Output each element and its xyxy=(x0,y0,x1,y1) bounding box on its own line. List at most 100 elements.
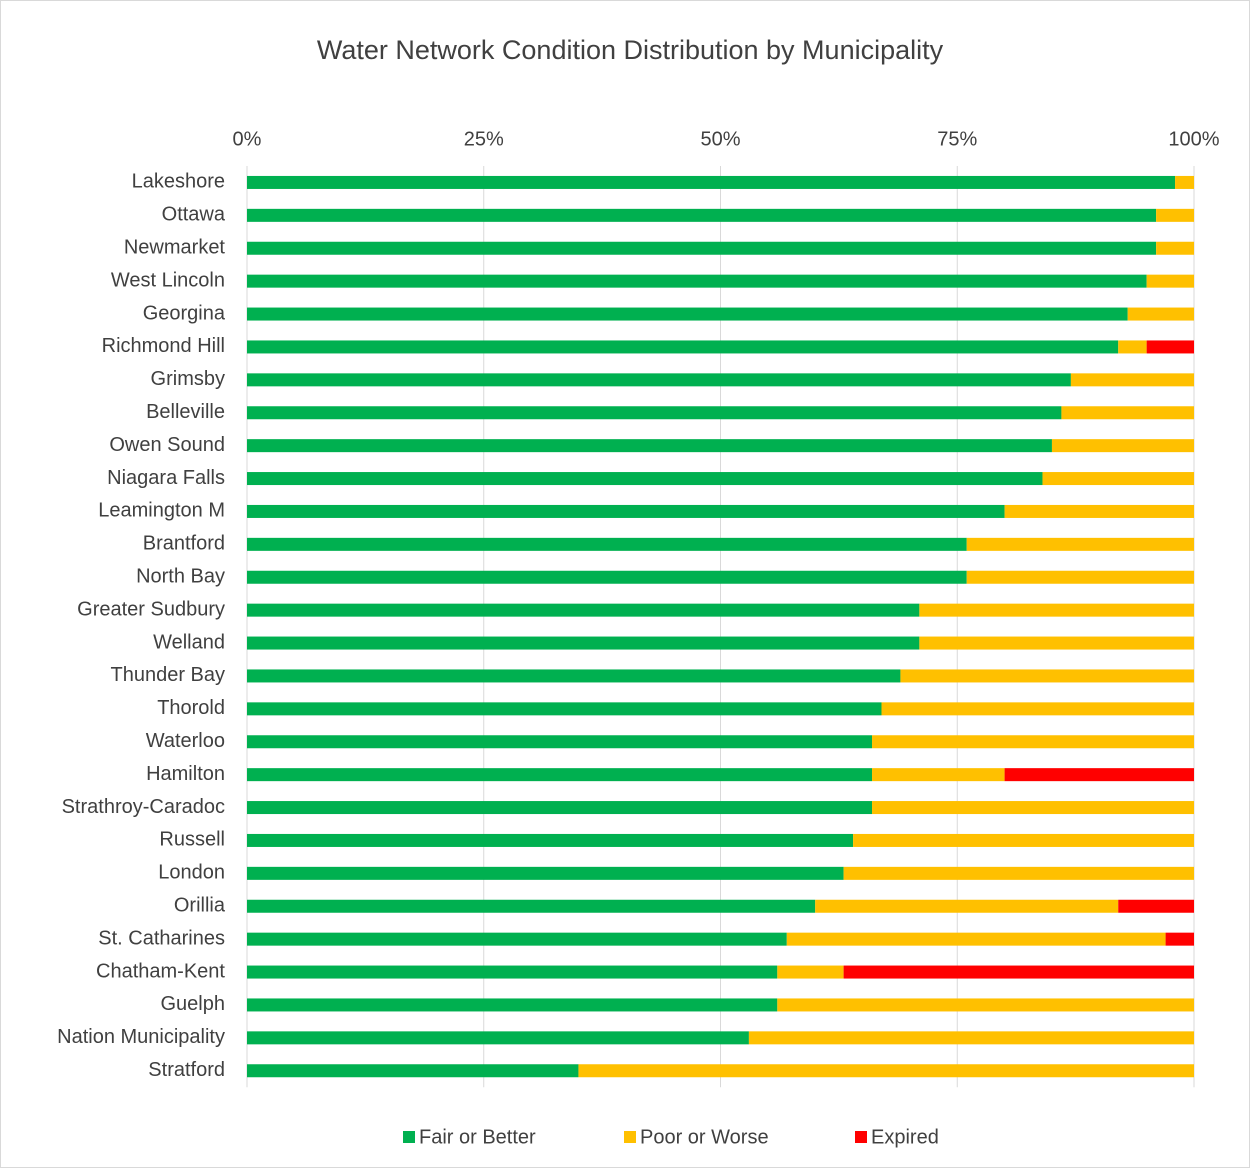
bar-segment xyxy=(1127,307,1194,321)
bar-segment xyxy=(247,307,1128,321)
bar-segment xyxy=(1156,208,1194,222)
bar-segment xyxy=(843,965,1194,979)
bar-segment xyxy=(247,406,1062,420)
legend-swatch xyxy=(855,1131,867,1143)
y-tick-label: Stratford xyxy=(148,1059,225,1081)
bar-segment xyxy=(247,636,920,650)
bar-segment xyxy=(247,702,882,716)
y-tick-label: Richmond Hill xyxy=(102,335,225,357)
x-tick-label: 25% xyxy=(464,128,504,150)
bar-segment xyxy=(578,1064,1194,1078)
y-tick-label: North Bay xyxy=(136,566,225,588)
bar-segment xyxy=(1061,406,1194,420)
y-tick-label: Niagara Falls xyxy=(107,467,225,489)
bar-segment xyxy=(247,241,1157,255)
y-tick-label: Waterloo xyxy=(146,730,225,752)
bar-segment xyxy=(1004,768,1194,782)
bar-segment xyxy=(247,537,967,551)
y-tick-label: Grimsby xyxy=(151,368,225,390)
y-tick-label: Ottawa xyxy=(162,204,226,226)
bar-segment xyxy=(1156,241,1194,255)
bar-segment xyxy=(872,768,1005,782)
bar-segment xyxy=(853,833,1194,847)
bar-segment xyxy=(900,669,1194,683)
y-tick-label: Welland xyxy=(153,631,225,653)
bar-segment xyxy=(966,570,1194,584)
bar-segment xyxy=(247,801,873,815)
legend-swatch xyxy=(624,1131,636,1143)
y-tick-label: Chatham-Kent xyxy=(96,960,225,982)
y-tick-label: Owen Sound xyxy=(109,434,225,456)
bar-segment xyxy=(1118,340,1147,354)
bar-segment xyxy=(247,768,873,782)
bar-segment xyxy=(247,570,967,584)
bar-segment xyxy=(919,603,1194,617)
legend-label: Poor or Worse xyxy=(640,1126,769,1148)
y-tick-label: Greater Sudbury xyxy=(77,598,225,620)
bar-segment xyxy=(247,669,901,683)
legend-swatch xyxy=(403,1131,415,1143)
bar-segment xyxy=(786,932,1166,946)
bar-segment xyxy=(247,603,920,617)
y-tick-label: Lakeshore xyxy=(132,171,225,193)
bar-segment xyxy=(843,866,1194,880)
bar-segment xyxy=(247,439,1052,453)
y-tick-label: Strathroy-Caradoc xyxy=(62,796,225,818)
bar-segment xyxy=(247,866,844,880)
bar-segment xyxy=(1042,472,1194,486)
bar-segment xyxy=(247,340,1119,354)
x-tick-label: 50% xyxy=(700,128,740,150)
bar-segment xyxy=(247,472,1043,486)
bar-segment xyxy=(247,373,1071,387)
bar-segment xyxy=(247,899,816,913)
bar-segment xyxy=(247,833,854,847)
bar-segment xyxy=(1118,899,1194,913)
y-tick-label: Brantford xyxy=(143,533,225,555)
bar-segment xyxy=(1175,175,1194,189)
y-tick-label: West Lincoln xyxy=(111,269,225,291)
y-tick-label: Leamington M xyxy=(98,500,225,522)
y-tick-label: Thunder Bay xyxy=(110,664,225,686)
y-tick-label: Belleville xyxy=(146,401,225,423)
bar-segment xyxy=(247,735,873,749)
y-tick-label: Hamilton xyxy=(146,763,225,785)
y-tick-label: Nation Municipality xyxy=(57,1026,225,1048)
bar-segment xyxy=(777,965,844,979)
y-tick-label: Guelph xyxy=(161,993,226,1015)
bar-segment xyxy=(247,932,787,946)
bar-segment xyxy=(247,1064,579,1078)
x-tick-label: 100% xyxy=(1168,128,1219,150)
bar-segment xyxy=(247,965,778,979)
bar-segment xyxy=(247,208,1157,222)
legend-label: Expired xyxy=(871,1126,939,1148)
x-tick-label: 75% xyxy=(937,128,977,150)
bar-segment xyxy=(247,274,1147,288)
bar-segment xyxy=(1146,274,1194,288)
bar-segment xyxy=(1146,340,1194,354)
y-tick-label: Orillia xyxy=(174,895,226,917)
bar-segment xyxy=(1070,373,1194,387)
y-tick-label: Georgina xyxy=(143,302,226,324)
bar-segment xyxy=(1165,932,1194,946)
y-tick-label: Newmarket xyxy=(124,237,226,259)
bar-segment xyxy=(872,801,1194,815)
bar-segment xyxy=(881,702,1194,716)
bar-segment xyxy=(1004,504,1194,518)
bar-segment xyxy=(966,537,1194,551)
bar-segment xyxy=(815,899,1119,913)
legend-label: Fair or Better xyxy=(419,1126,536,1148)
bar-segment xyxy=(1051,439,1194,453)
y-tick-label: London xyxy=(158,862,225,884)
bar-segment xyxy=(247,504,1005,518)
y-tick-label: Thorold xyxy=(157,697,225,719)
y-tick-label: Russell xyxy=(159,829,225,851)
bar-segment xyxy=(748,1031,1194,1045)
bar-segment xyxy=(919,636,1194,650)
bar-segment xyxy=(247,1031,749,1045)
x-tick-label: 0% xyxy=(233,128,262,150)
bar-segment xyxy=(777,998,1194,1012)
chart-title: Water Network Condition Distribution by … xyxy=(317,35,944,65)
bar-segment xyxy=(247,175,1176,189)
y-tick-label: St. Catharines xyxy=(98,927,225,949)
